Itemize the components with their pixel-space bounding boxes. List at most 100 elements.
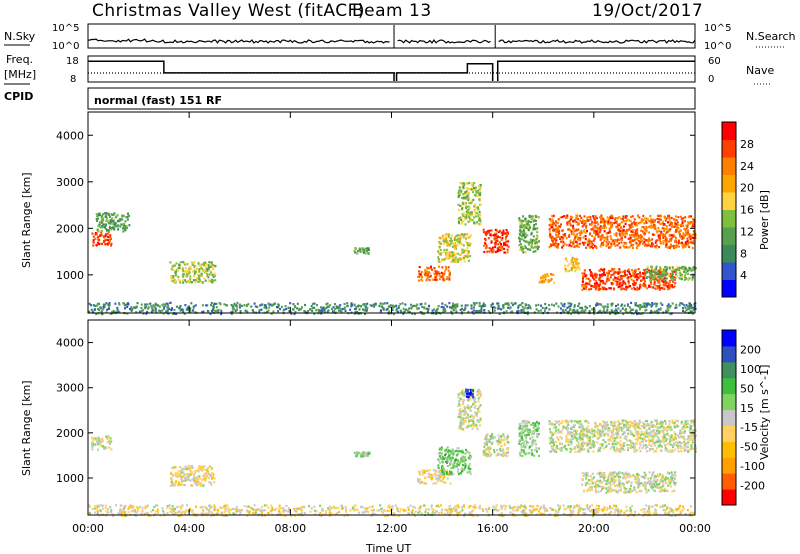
data-cell <box>657 226 660 230</box>
data-cell <box>472 422 475 425</box>
data-cell <box>193 272 196 275</box>
data-cell <box>569 224 572 227</box>
data-cell <box>324 308 326 311</box>
data-cell <box>499 453 502 456</box>
data-cell <box>685 304 688 307</box>
data-cell <box>665 240 668 243</box>
data-cell <box>571 425 574 428</box>
data-cell <box>561 246 564 249</box>
data-cell <box>648 426 651 429</box>
data-cell <box>269 303 272 306</box>
data-cell <box>462 215 465 218</box>
data-cell <box>659 266 662 269</box>
data-cell <box>518 219 521 222</box>
data-cell <box>479 187 482 190</box>
data-cell <box>618 222 621 225</box>
data-cell <box>97 436 100 439</box>
data-cell <box>461 222 464 225</box>
data-cell <box>530 231 533 234</box>
data-cell <box>580 216 583 219</box>
data-cell <box>442 477 445 480</box>
data-cell <box>109 219 112 222</box>
data-cell <box>642 276 645 279</box>
data-cell <box>524 251 527 254</box>
data-cell <box>589 241 592 244</box>
data-cell <box>675 306 678 309</box>
data-cell <box>652 243 654 246</box>
data-cell <box>537 433 540 436</box>
data-cell <box>469 398 472 401</box>
data-cell <box>485 434 488 437</box>
data-cell <box>611 217 614 220</box>
data-cell <box>490 229 493 232</box>
data-cell <box>610 226 613 229</box>
data-cell <box>673 425 676 428</box>
data-cell <box>175 481 177 484</box>
data-cell <box>626 229 629 232</box>
data-cell <box>686 223 689 226</box>
data-cell <box>105 233 108 236</box>
data-cell <box>622 216 625 219</box>
data-cell <box>624 242 627 245</box>
data-cell <box>647 242 650 245</box>
data-cell <box>355 451 358 454</box>
data-cell <box>421 469 424 472</box>
data-cell <box>611 223 614 226</box>
data-cell <box>535 446 538 449</box>
data-cell <box>669 234 672 237</box>
data-cell <box>448 458 451 461</box>
data-cell <box>174 474 177 477</box>
data-cell <box>576 223 579 226</box>
data-cell <box>147 306 150 309</box>
data-cell <box>605 241 608 244</box>
data-cell <box>599 432 602 435</box>
data-cell <box>649 273 651 276</box>
data-cell <box>462 202 465 205</box>
data-cell <box>472 309 475 312</box>
data-cell <box>680 215 682 218</box>
data-cell <box>456 447 459 450</box>
data-cell <box>367 247 370 250</box>
data-cell <box>500 435 503 438</box>
data-cell <box>524 428 527 431</box>
data-cell <box>609 312 611 315</box>
data-cell <box>478 211 481 214</box>
data-cell <box>239 310 242 313</box>
data-cell <box>503 242 506 245</box>
data-cell <box>625 421 628 424</box>
data-cell <box>632 235 635 238</box>
data-cell <box>287 306 290 309</box>
data-cell <box>674 282 677 285</box>
data-cell <box>464 407 467 411</box>
data-cell <box>154 304 157 307</box>
data-cell <box>259 304 262 307</box>
data-cell <box>467 456 470 460</box>
data-cell <box>467 193 470 196</box>
data-cell <box>672 235 675 238</box>
scatter-region <box>88 301 697 316</box>
data-cell <box>127 303 130 306</box>
data-cell <box>488 447 491 451</box>
data-cell <box>588 305 591 308</box>
data-cell <box>362 251 365 254</box>
data-cell <box>522 247 525 250</box>
data-cell <box>665 245 667 248</box>
data-cell <box>203 263 205 267</box>
data-cell <box>122 302 125 305</box>
data-cell <box>106 229 108 232</box>
data-cell <box>179 304 182 308</box>
data-cell <box>601 426 604 429</box>
data-cell <box>593 285 596 288</box>
data-cell <box>185 308 188 311</box>
data-cell <box>264 305 267 308</box>
data-cell <box>596 303 599 306</box>
data-cell <box>469 408 472 411</box>
data-cell <box>598 303 601 306</box>
data-cell <box>467 416 469 419</box>
data-cell <box>183 263 186 266</box>
data-cell <box>435 469 438 472</box>
data-cell <box>452 309 455 312</box>
data-cell <box>646 218 649 221</box>
data-cell <box>636 230 639 233</box>
data-cell <box>597 235 600 239</box>
